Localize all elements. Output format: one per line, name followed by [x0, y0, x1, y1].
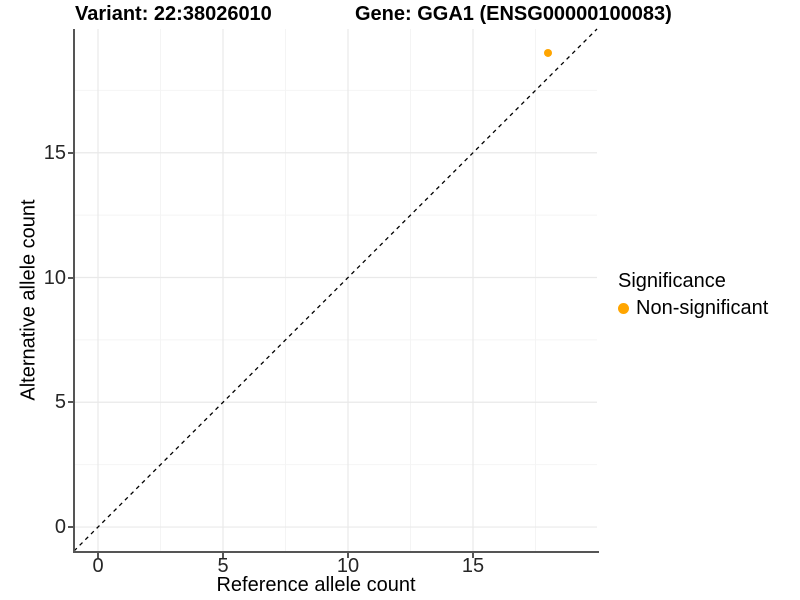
- x-axis-title: Reference allele count: [216, 574, 416, 596]
- y-tick-mark: [68, 151, 74, 154]
- legend-item: Non-significant: [618, 297, 768, 319]
- y-tick-mark: [68, 401, 74, 404]
- y-tick-label: 10: [43, 266, 66, 289]
- x-tick-mark: [97, 553, 99, 558]
- gene-title: Gene: GGA1 (ENSG00000100083): [355, 3, 672, 25]
- plot-panel: [73, 28, 598, 552]
- x-tick-mark: [472, 553, 474, 558]
- x-tick-label: 5: [217, 555, 229, 577]
- identity-line: [73, 28, 598, 552]
- x-tick-label: 0: [92, 555, 104, 577]
- legend-point-icon: [618, 302, 629, 314]
- x-tick-label: 10: [336, 555, 360, 577]
- y-tick-mark: [68, 276, 74, 279]
- y-tick-label: 5: [54, 391, 66, 414]
- variant-title: Variant: 22:38026010: [75, 3, 272, 25]
- x-tick-mark: [222, 553, 224, 558]
- x-tick-label: 15: [461, 555, 485, 577]
- y-tick-label: 0: [54, 516, 66, 539]
- legend-title: Significance: [618, 270, 726, 292]
- y-axis-title: Alternative allele count: [17, 199, 40, 401]
- legend: Significance Non-significant: [618, 270, 768, 319]
- y-axis-line: [73, 29, 75, 553]
- x-axis-line: [73, 551, 599, 553]
- y-tick-label: 15: [43, 141, 66, 164]
- legend-item-label: Non-significant: [636, 297, 769, 319]
- data-point: [544, 48, 552, 57]
- x-tick-mark: [347, 553, 349, 558]
- chart-svg: [73, 28, 598, 552]
- y-tick-mark: [68, 526, 74, 529]
